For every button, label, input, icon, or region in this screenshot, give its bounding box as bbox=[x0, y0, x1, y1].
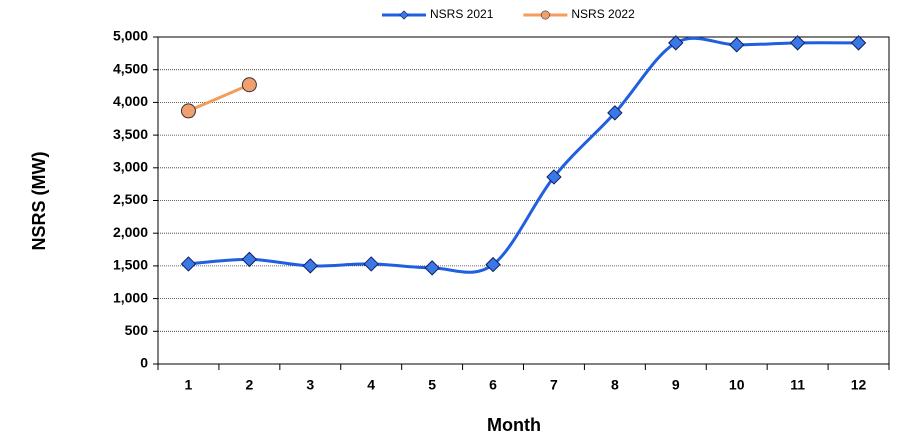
x-tick-label: 3 bbox=[306, 377, 314, 393]
data-point bbox=[607, 105, 623, 121]
x-tick-label: 4 bbox=[367, 377, 375, 393]
data-point bbox=[241, 251, 258, 268]
plot-border bbox=[157, 36, 890, 365]
x-tick-label: 7 bbox=[550, 377, 558, 393]
data-point bbox=[668, 35, 684, 51]
data-point bbox=[789, 35, 806, 51]
x-tick-label: 11 bbox=[790, 377, 805, 393]
data-point bbox=[424, 260, 440, 276]
data-point bbox=[850, 35, 867, 51]
data-point bbox=[180, 103, 196, 119]
series-line bbox=[188, 36, 859, 274]
data-point bbox=[363, 256, 379, 272]
legend-label: NSRS 2022 bbox=[571, 7, 635, 21]
x-tick-label: 6 bbox=[489, 377, 497, 393]
legend-marker bbox=[540, 10, 550, 20]
data-point bbox=[546, 169, 562, 185]
y-tick-label: 4,500 bbox=[113, 60, 148, 76]
legend-label: NSRS 2021 bbox=[430, 7, 494, 21]
x-tick-label: 10 bbox=[729, 377, 745, 393]
y-tick-label: 1,500 bbox=[113, 257, 148, 273]
y-tick-label: 5,000 bbox=[113, 28, 148, 44]
data-point bbox=[729, 37, 745, 53]
data-point bbox=[485, 256, 501, 273]
x-tick-label: 9 bbox=[672, 377, 680, 393]
y-tick-label: 2,500 bbox=[113, 191, 148, 207]
x-axis-title: Month bbox=[487, 415, 541, 435]
y-tick-label: 2,000 bbox=[113, 224, 148, 240]
y-tick-label: 4,000 bbox=[113, 93, 148, 109]
x-tick-label: 1 bbox=[185, 377, 193, 393]
x-tick-label: 2 bbox=[245, 377, 253, 393]
data-point bbox=[302, 258, 318, 274]
x-tick-label: 8 bbox=[611, 377, 619, 393]
legend-marker bbox=[399, 10, 409, 20]
y-tick-label: 0 bbox=[140, 355, 148, 371]
y-tick-label: 500 bbox=[125, 322, 149, 338]
y-axis-title: NSRS (MW) bbox=[29, 152, 49, 251]
y-tick-label: 1,000 bbox=[113, 289, 148, 305]
data-point bbox=[180, 256, 197, 272]
series-line bbox=[187, 83, 250, 113]
x-tick-label: 5 bbox=[428, 377, 436, 393]
x-tick-label: 12 bbox=[851, 377, 867, 393]
y-tick-label: 3,000 bbox=[113, 159, 148, 175]
y-tick-label: 3,500 bbox=[113, 126, 148, 142]
data-point bbox=[241, 77, 257, 93]
